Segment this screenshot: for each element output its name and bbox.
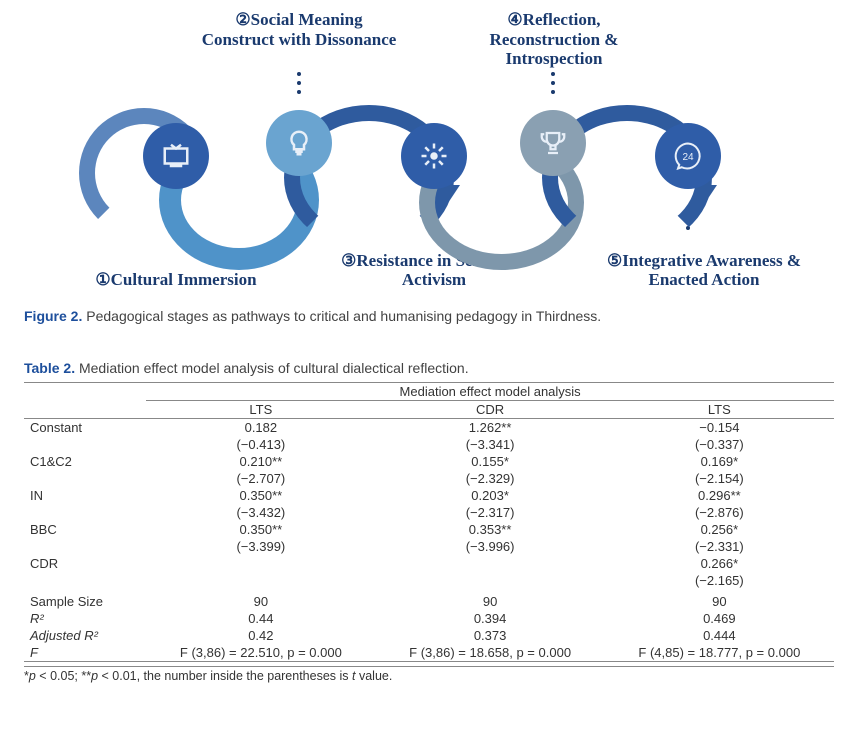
- stage4-label: ④Reflection, Reconstruction & Introspect…: [459, 10, 649, 69]
- cell: 0.44: [146, 610, 375, 627]
- bulb-icon: [284, 128, 314, 158]
- cell-paren: (−2.317): [375, 504, 604, 521]
- cell-paren: (−2.707): [146, 470, 375, 487]
- cell-paren: (−0.337): [605, 436, 834, 453]
- cell: 0.350**: [146, 521, 375, 538]
- row-label: F: [24, 644, 146, 662]
- cell-paren: (−3.996): [375, 538, 604, 555]
- dots-stage2: [297, 72, 301, 94]
- cell: 0.469: [605, 610, 834, 627]
- stage1-title: Cultural Immersion: [111, 270, 257, 289]
- row-label: CDR: [24, 555, 146, 572]
- cell: 0.353**: [375, 521, 604, 538]
- cell-paren: [375, 572, 604, 589]
- node-stage5: 24: [655, 123, 721, 189]
- stage1-label: ①Cultural Immersion: [86, 270, 266, 290]
- cell: 0.444: [605, 627, 834, 644]
- cell: 90: [605, 593, 834, 610]
- table2-caption: Table 2. Mediation effect model analysis…: [24, 360, 834, 376]
- thirdness-diagram: ②Social Meaning Construct with Dissonanc…: [24, 10, 834, 290]
- node-stage2: [266, 110, 332, 176]
- row-label: BBC: [24, 521, 146, 538]
- figure2-caption-text: Pedagogical stages as pathways to critic…: [86, 308, 601, 324]
- row-label: IN: [24, 487, 146, 504]
- cell: 90: [146, 593, 375, 610]
- node-stage1: [143, 123, 209, 189]
- table2-footnote: *p < 0.05; **p < 0.01, the number inside…: [24, 666, 834, 683]
- table2-caption-text: Mediation effect model analysis of cultu…: [79, 360, 469, 376]
- col-header-3: LTS: [605, 401, 834, 419]
- mediation-table: Mediation effect model analysis LTS CDR …: [24, 382, 834, 662]
- stage3-num: ③: [341, 251, 356, 270]
- phone24-icon: 24: [673, 141, 703, 171]
- cell-paren: (−2.165): [605, 572, 834, 589]
- cell: 0.350**: [146, 487, 375, 504]
- cell: 0.394: [375, 610, 604, 627]
- stage5-label: ⑤Integrative Awareness & Enacted Action: [584, 251, 824, 290]
- cell-paren: [146, 572, 375, 589]
- cell: F (4,85) = 18.777, p = 0.000: [605, 644, 834, 662]
- cell: 0.296**: [605, 487, 834, 504]
- row-label: Sample Size: [24, 593, 146, 610]
- span-header: Mediation effect model analysis: [146, 383, 834, 401]
- row-label: C1&C2: [24, 453, 146, 470]
- trophy-icon: [538, 128, 568, 158]
- svg-text:24: 24: [682, 152, 694, 163]
- node-stage4: [520, 110, 586, 176]
- figure2: ②Social Meaning Construct with Dissonanc…: [24, 10, 834, 324]
- cell-paren: (−3.341): [375, 436, 604, 453]
- cell: F (3,86) = 22.510, p = 0.000: [146, 644, 375, 662]
- cell-paren: (−2.329): [375, 470, 604, 487]
- stage5-num: ⑤: [607, 251, 622, 270]
- row-label: R²: [24, 610, 146, 627]
- cell: 0.203*: [375, 487, 604, 504]
- cell: [146, 555, 375, 572]
- row-label: Constant: [24, 419, 146, 437]
- stage1-num: ①: [95, 270, 110, 289]
- row-label: Adjusted R²: [24, 627, 146, 644]
- stage2-num: ②: [235, 10, 250, 29]
- stage5-title: Integrative Awareness & Enacted Action: [622, 251, 801, 290]
- cell-paren: (−2.154): [605, 470, 834, 487]
- cell: 0.266*: [605, 555, 834, 572]
- cell: 0.210**: [146, 453, 375, 470]
- stage4-title: Reflection, Reconstruction & Introspecti…: [490, 10, 619, 68]
- figure2-caption: Figure 2. Pedagogical stages as pathways…: [24, 308, 834, 324]
- stage2-label: ②Social Meaning Construct with Dissonanc…: [199, 10, 399, 49]
- cell: [375, 555, 604, 572]
- col-header-1: LTS: [146, 401, 375, 419]
- cell-paren: (−0.413): [146, 436, 375, 453]
- burst-icon: [419, 141, 449, 171]
- cell: 0.155*: [375, 453, 604, 470]
- cell: 0.42: [146, 627, 375, 644]
- tv-icon: [161, 141, 191, 171]
- cell: 90: [375, 593, 604, 610]
- figure2-caption-strong: Figure 2.: [24, 308, 82, 324]
- cell: 0.256*: [605, 521, 834, 538]
- cell: −0.154: [605, 419, 834, 437]
- cell-paren: (−3.432): [146, 504, 375, 521]
- cell: 0.373: [375, 627, 604, 644]
- cell-paren: (−2.876): [605, 504, 834, 521]
- cell: 1.262**: [375, 419, 604, 437]
- node-stage3: [401, 123, 467, 189]
- stage4-num: ④: [507, 10, 522, 29]
- cell: F (3,86) = 18.658, p = 0.000: [375, 644, 604, 662]
- dots-stage4: [551, 72, 555, 94]
- col-header-2: CDR: [375, 401, 604, 419]
- cell-paren: (−3.399): [146, 538, 375, 555]
- cell: 0.182: [146, 419, 375, 437]
- cell-paren: (−2.331): [605, 538, 834, 555]
- stage2-title: Social Meaning Construct with Dissonance: [202, 10, 397, 49]
- cell: 0.169*: [605, 453, 834, 470]
- table2-caption-strong: Table 2.: [24, 360, 75, 376]
